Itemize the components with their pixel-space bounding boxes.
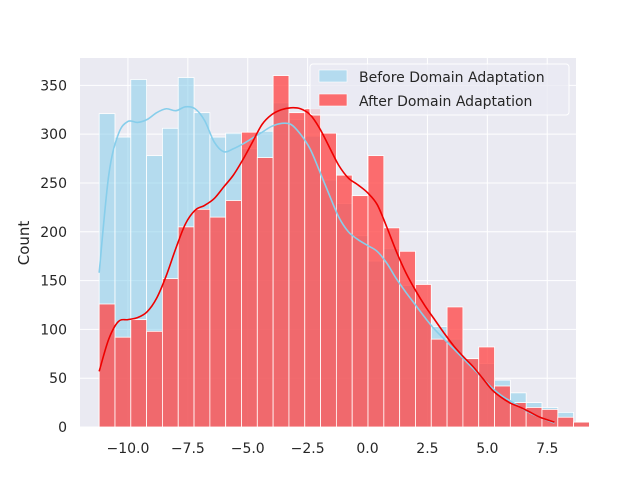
y-tick-label: 300 <box>40 127 67 143</box>
histogram-bar <box>146 330 163 428</box>
histogram-bar <box>193 208 211 428</box>
bar-series-1 <box>98 75 590 428</box>
histogram-bar <box>288 112 306 428</box>
histogram-bar <box>415 284 432 428</box>
x-tick-label: −5.0 <box>231 441 265 457</box>
legend-box <box>309 63 570 116</box>
y-tick-label: 250 <box>40 176 67 192</box>
histogram-bar <box>130 319 148 428</box>
y-tick-label: 50 <box>49 371 67 387</box>
histogram-bar <box>162 278 179 428</box>
histogram-bar <box>383 227 401 428</box>
histogram-bar <box>304 108 321 428</box>
histogram-bar <box>430 338 448 428</box>
histogram-bar <box>209 216 227 428</box>
legend-label-before: Before Domain Adaptation <box>359 70 545 86</box>
x-tick-label: −10.0 <box>106 441 149 457</box>
histogram-bar <box>446 306 464 428</box>
legend-swatch-before <box>318 69 348 83</box>
histogram-bar <box>351 195 369 428</box>
histogram-bar <box>462 358 480 428</box>
x-tick-label: 0.0 <box>356 441 378 457</box>
histogram-bar <box>335 174 353 428</box>
histogram-bar <box>557 416 575 428</box>
y-tick-label: 100 <box>40 322 67 338</box>
y-axis-ticks: 0 50 100 150 200 250 300 350 <box>40 78 67 436</box>
x-tick-label: 7.5 <box>536 441 558 457</box>
x-tick-label: −7.5 <box>171 441 205 457</box>
histogram-bar <box>320 132 337 428</box>
y-axis-label: Count <box>15 221 33 266</box>
x-tick-label: 2.5 <box>416 441 438 457</box>
kde-curves <box>98 105 555 424</box>
y-tick-label: 150 <box>40 274 67 290</box>
y-tick-label: 350 <box>40 78 67 94</box>
histogram-bar <box>241 131 258 428</box>
histogram-bar <box>256 157 274 428</box>
y-tick-label: 200 <box>40 225 67 241</box>
histogram-bar <box>177 226 195 428</box>
kde-line-0 <box>98 105 555 424</box>
legend: Before Domain Adaptation After Domain Ad… <box>309 63 570 116</box>
histogram-bar <box>225 200 242 428</box>
histogram-bar <box>573 421 590 428</box>
histogram-bar <box>272 75 290 428</box>
y-tick-label: 0 <box>58 420 67 436</box>
histogram-bars <box>98 75 590 428</box>
histogram-bar <box>114 336 132 428</box>
x-tick-label: −2.5 <box>291 441 325 457</box>
kde-line-1 <box>98 106 555 423</box>
legend-swatch-after <box>318 93 348 107</box>
x-axis-ticks: −10.0 −7.5 −5.0 −2.5 0.0 2.5 5.0 7.5 <box>106 441 558 457</box>
x-tick-label: 5.0 <box>476 441 498 457</box>
legend-label-after: After Domain Adaptation <box>359 94 532 110</box>
